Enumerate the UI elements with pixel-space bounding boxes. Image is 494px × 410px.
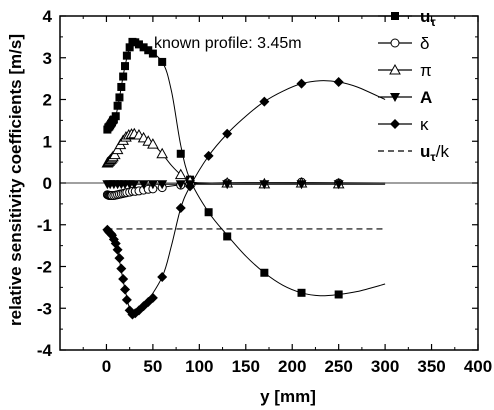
series-0-point-11 (117, 82, 126, 91)
legend-label-0: uτ (420, 7, 436, 29)
y-tick-label--2: -2 (37, 258, 52, 277)
legend-marker-0 (391, 12, 399, 20)
series-0-point-18 (134, 40, 143, 49)
series-2-point-19 (156, 147, 169, 159)
series-0-point-21 (148, 49, 157, 58)
series-4-point-28 (333, 76, 344, 87)
series-0-point-10 (115, 93, 124, 102)
series-3-point-7 (129, 180, 140, 190)
x-tick-label-50: 50 (143, 357, 162, 376)
series-3-point-11 (175, 180, 186, 190)
series-0-point-8 (111, 112, 120, 121)
series-3-point-16 (333, 180, 344, 190)
series-4-point-22 (175, 203, 186, 214)
x-tick-label-250: 250 (324, 357, 352, 376)
profile-annotation: known profile: 3.45m (154, 35, 302, 52)
legend-label-4: κ (420, 115, 429, 134)
legend-marker-4 (390, 119, 400, 129)
series-0-point-25 (204, 208, 213, 217)
x-tick-label-0: 0 (102, 357, 111, 376)
y-tick-label-3: 3 (43, 49, 52, 68)
x-tick-label-350: 350 (417, 357, 445, 376)
series-4-point-20 (147, 292, 158, 303)
series-4-point-27 (296, 78, 307, 89)
series-4-point-10 (116, 263, 127, 274)
series-0-point-22 (158, 57, 167, 66)
x-tick-label-100: 100 (185, 357, 213, 376)
series-2-point-8 (111, 143, 124, 155)
legend-label-5: uτ/k (420, 142, 449, 164)
series-3-point-10 (157, 180, 168, 190)
series-0-point-29 (334, 290, 343, 299)
series-4-point-26 (259, 96, 270, 107)
series-2-point-18 (147, 138, 159, 149)
x-tick-label-300: 300 (371, 357, 399, 376)
y-tick-label--4: -4 (37, 341, 53, 360)
series-markers (101, 37, 345, 320)
legend-label-1: δ (420, 34, 429, 53)
series-0-point-12 (119, 72, 128, 81)
series-0-point-28 (297, 288, 306, 297)
axes: 0 50 100 150 200 250 300 350 400 -4 -3 -2 -1 0 1 2 3 4 (37, 7, 492, 376)
series-3-point-14 (259, 180, 270, 190)
series-4-point-25 (222, 128, 233, 139)
series-4-point-8 (112, 244, 123, 255)
series-0-point-26 (223, 232, 232, 241)
series-0-point-20 (144, 46, 153, 55)
x-tick-label-200: 200 (278, 357, 306, 376)
series-0-point-14 (122, 51, 131, 60)
series-4-point-12 (120, 284, 131, 295)
series-4-point-21 (157, 271, 168, 282)
legend-label-3: A (420, 88, 432, 107)
y-tick-label-0: 0 (43, 174, 52, 193)
series-2-point-20 (174, 168, 187, 180)
legend-marker-2 (389, 63, 401, 75)
series-4-point-23 (185, 181, 196, 192)
series-0-point-27 (260, 268, 269, 277)
series-3-point-8 (138, 180, 149, 190)
legend-marker-3 (390, 93, 400, 102)
y-tick-label-2: 2 (43, 91, 52, 110)
series-3-point-13 (222, 180, 233, 190)
series-0-point-15 (125, 43, 134, 52)
series-3-point-15 (296, 180, 307, 190)
series-2-point-7 (108, 148, 121, 160)
series-0-line (106, 40, 386, 297)
x-axis-label: y [mm] (260, 387, 316, 406)
series-3-point-9 (147, 180, 158, 190)
y-tick-label-4: 4 (43, 7, 53, 26)
series-4-point-9 (114, 253, 125, 264)
y-tick-label--3: -3 (37, 299, 52, 318)
y-tick-label-1: 1 (43, 132, 52, 151)
y-tick-label--1: -1 (37, 216, 52, 235)
series-4-point-24 (203, 150, 214, 161)
series-0-point-13 (121, 62, 130, 71)
series-0-point-9 (113, 101, 122, 110)
series-0-point-19 (139, 43, 148, 52)
series-4-point-13 (121, 294, 132, 305)
x-tick-label-400: 400 (464, 357, 492, 376)
y-axis-label: relative sensitivity coefficients [m/s] (6, 34, 25, 326)
legend-label-2: π (420, 61, 432, 80)
series-4-point-11 (118, 274, 129, 285)
series-0-point-23 (176, 149, 185, 158)
x-tick-label-150: 150 (232, 357, 260, 376)
series-4-line (106, 80, 386, 316)
legend-marker-1 (390, 38, 400, 48)
